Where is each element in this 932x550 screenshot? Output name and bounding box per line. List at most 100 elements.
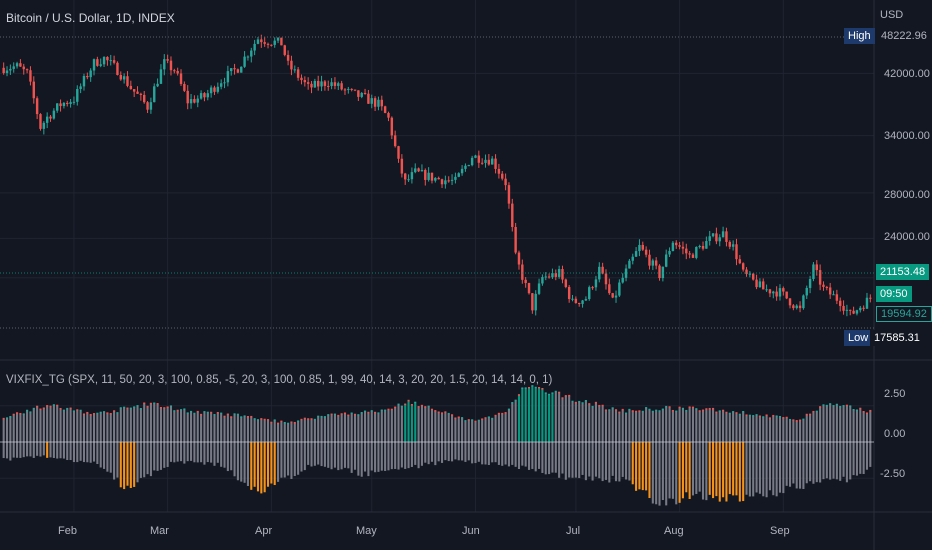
vixfix-lower-bar <box>578 442 581 479</box>
candle-body <box>22 66 25 70</box>
vixfix-bar-cap <box>608 409 611 411</box>
vixfix-upper-bar <box>29 412 32 442</box>
vixfix-lower-bar <box>26 442 29 457</box>
vixfix-bar-cap <box>461 417 464 419</box>
vixfix-upper-bar <box>36 406 39 442</box>
candle-body <box>230 68 233 72</box>
candle-body <box>818 270 822 285</box>
vixfix-lower-bar <box>96 442 99 465</box>
candle-body <box>504 178 507 186</box>
vixfix-bar-cap <box>819 406 822 408</box>
vixfix-upper-bar <box>414 402 417 442</box>
candle-body <box>72 101 76 103</box>
vixfix-upper-bar <box>9 416 12 442</box>
vixfix-lower-bar <box>216 442 219 463</box>
vixfix-bar-cap <box>705 408 708 410</box>
vixfix-upper-bar <box>481 419 484 442</box>
candle-body <box>477 155 481 163</box>
vixfix-upper-bar <box>835 404 838 442</box>
vixfix-upper-bar <box>49 406 52 442</box>
vixfix-upper-bar <box>541 389 544 442</box>
vixfix-lower-bar <box>287 442 290 476</box>
vixfix-bar-cap <box>440 412 444 414</box>
candle-body <box>236 69 240 73</box>
vixfix-lower-bar <box>424 442 427 463</box>
vixfix-upper-bar <box>608 410 611 442</box>
vixfix-lower-bar <box>775 442 778 497</box>
vixfix-bar-cap <box>618 411 621 414</box>
candle-body <box>454 176 457 180</box>
vixfix-bar-cap <box>273 419 276 421</box>
vixfix-bar-cap <box>374 411 377 414</box>
vixfix-lower-bar <box>340 442 343 470</box>
vixfix-upper-bar <box>270 422 273 442</box>
candle-body <box>721 231 725 238</box>
vixfix-lower-bar <box>297 442 300 475</box>
candle-body <box>310 83 313 88</box>
vixfix-bar-cap <box>196 410 199 413</box>
vixfix-lower-bar <box>538 442 541 469</box>
candle-body <box>614 295 618 298</box>
vixfix-bar-cap <box>407 399 410 402</box>
vixfix-lower-bar <box>604 442 608 480</box>
vixfix-upper-bar <box>735 413 738 442</box>
vixfix-bar-cap <box>725 411 728 414</box>
vixfix-lower-bar <box>240 442 243 482</box>
vixfix-bar-cap <box>293 421 296 424</box>
vixfix-lower-bar <box>581 442 584 475</box>
candle-body <box>266 43 270 45</box>
vixfix-upper-bar <box>420 405 423 442</box>
time-tick-may: May <box>356 525 377 537</box>
vixfix-upper-bar <box>464 421 467 442</box>
vixfix-lower-bar <box>39 442 42 457</box>
vixfix-bar-cap <box>103 411 106 413</box>
vixfix-upper-bar <box>554 391 557 442</box>
vixfix-upper-bar <box>531 386 534 442</box>
vixfix-upper-bar <box>46 406 49 442</box>
vixfix-upper-bar <box>651 411 654 442</box>
vixfix-bar-cap <box>548 393 551 396</box>
vixfix-bar-cap <box>785 416 788 419</box>
vixfix-lower-bar <box>183 442 186 464</box>
vixfix-bar-cap <box>106 412 109 414</box>
vixfix-upper-bar <box>320 416 323 442</box>
vixfix-upper-bar <box>103 412 106 442</box>
vixfix-lower-bar <box>521 442 524 466</box>
vixfix-upper-bar <box>206 412 209 442</box>
vixfix-lower-bar <box>220 442 223 467</box>
vixfix-bar-cap <box>538 386 541 389</box>
vixfix-lower-bar <box>437 442 440 462</box>
vixfix-bar-cap <box>253 418 256 420</box>
vixfix-bar-cap <box>136 405 139 407</box>
vixfix-lower-bar <box>782 442 785 494</box>
vixfix-bar-cap <box>96 412 99 415</box>
vixfix-lower-bar <box>809 442 812 482</box>
vixfix-bar-cap <box>203 411 206 413</box>
vixfix-lower-bar <box>681 442 684 499</box>
vixfix-bar-cap <box>487 416 490 418</box>
vixfix-upper-bar <box>581 403 584 442</box>
vixfix-lower-bar <box>708 442 711 495</box>
candle-body <box>501 173 504 179</box>
vixfix-upper-bar <box>113 411 116 442</box>
vixfix-upper-bar <box>203 412 206 442</box>
candle-body <box>551 273 554 278</box>
candle-body <box>116 62 119 75</box>
vixfix-lower-bar <box>558 442 561 478</box>
candle-body <box>665 254 668 267</box>
vixfix-lower-bar <box>76 442 79 463</box>
vixfix-bar-cap <box>387 408 390 411</box>
vixfix-upper-bar <box>377 413 380 442</box>
candle-body <box>313 80 317 88</box>
vixfix-upper-bar <box>527 387 531 442</box>
vixfix-lower-bar <box>688 442 691 499</box>
candle-body <box>153 86 156 103</box>
vixfix-upper-bar <box>280 421 283 442</box>
vixfix-bar-cap <box>377 412 380 414</box>
candle-body <box>156 83 159 87</box>
vixfix-lower-bar <box>778 442 782 493</box>
vixfix-bar-cap <box>129 407 132 410</box>
vixfix-bar-cap <box>343 412 347 415</box>
